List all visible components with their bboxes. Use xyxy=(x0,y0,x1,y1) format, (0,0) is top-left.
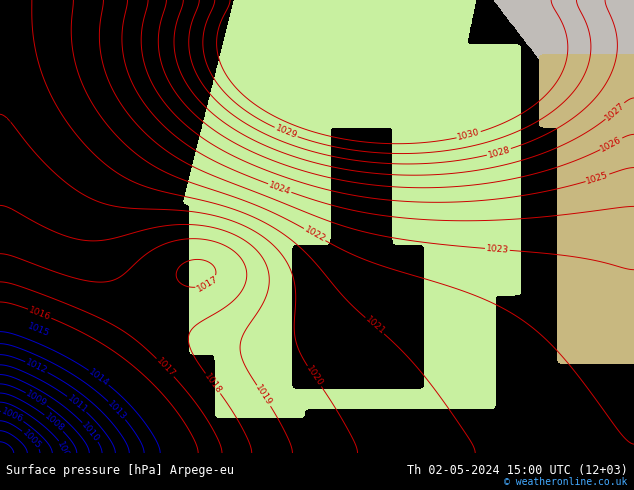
Text: 1013: 1013 xyxy=(106,399,128,422)
Text: 1005: 1005 xyxy=(20,428,42,451)
Text: © weatheronline.co.uk: © weatheronline.co.uk xyxy=(504,477,628,487)
Text: 1015: 1015 xyxy=(27,321,51,338)
Text: 09: 09 xyxy=(3,141,13,149)
Text: 3: 3 xyxy=(3,95,8,104)
Text: Th 02-05-2024 15:00 UTC (12+03): Th 02-05-2024 15:00 UTC (12+03) xyxy=(407,464,628,477)
Text: 1029: 1029 xyxy=(274,124,299,141)
Text: 1008: 1008 xyxy=(42,412,66,434)
Text: 1023: 1023 xyxy=(486,244,509,255)
Text: 1030: 1030 xyxy=(456,128,481,142)
Text: Surface pressure [hPa] Arpege-eu: Surface pressure [hPa] Arpege-eu xyxy=(6,464,235,477)
Text: 1006: 1006 xyxy=(1,406,25,424)
Text: 1028: 1028 xyxy=(487,145,511,159)
Text: 1027: 1027 xyxy=(604,100,626,122)
Text: 08: 08 xyxy=(3,163,13,172)
Text: 1016: 1016 xyxy=(27,305,52,322)
Text: 07: 07 xyxy=(3,186,13,195)
Text: 11: 11 xyxy=(3,118,13,127)
Text: 1017: 1017 xyxy=(154,356,176,379)
Text: 06: 06 xyxy=(3,209,13,218)
Text: 1010: 1010 xyxy=(80,420,101,444)
Text: 1007: 1007 xyxy=(56,440,74,465)
Text: 1014: 1014 xyxy=(87,367,111,388)
Text: 1025: 1025 xyxy=(585,170,610,186)
Text: 1026: 1026 xyxy=(599,135,623,153)
Text: 1009: 1009 xyxy=(24,389,49,409)
Text: 1024: 1024 xyxy=(268,180,292,196)
Text: 1017: 1017 xyxy=(195,274,219,294)
Text: 1019: 1019 xyxy=(254,384,274,408)
Text: 1018: 1018 xyxy=(202,371,223,395)
Text: 1011: 1011 xyxy=(65,393,89,415)
Text: 1012: 1012 xyxy=(24,358,49,376)
Text: 1020: 1020 xyxy=(304,364,325,388)
Text: 1021: 1021 xyxy=(363,315,386,337)
Text: 1022: 1022 xyxy=(302,225,327,244)
